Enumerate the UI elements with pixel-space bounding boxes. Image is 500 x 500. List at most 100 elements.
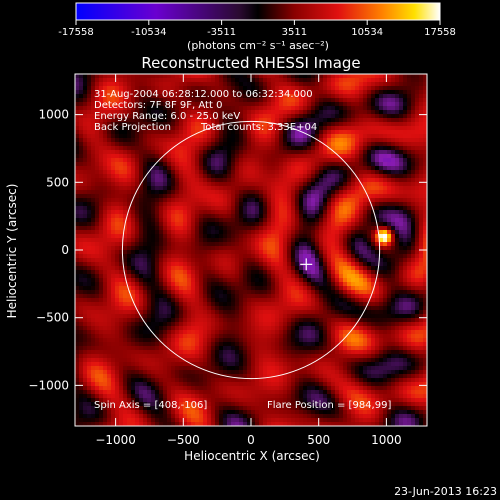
heatmap-cell bbox=[355, 254, 360, 259]
heatmap-cell bbox=[251, 182, 256, 187]
heatmap-cell bbox=[251, 82, 256, 87]
heatmap-cell bbox=[79, 110, 84, 115]
heatmap-cell bbox=[167, 214, 172, 219]
heatmap-cell bbox=[279, 162, 284, 167]
heatmap-cell bbox=[143, 178, 148, 183]
heatmap-cell bbox=[415, 150, 420, 155]
heatmap-cell bbox=[79, 186, 84, 191]
heatmap-cell bbox=[123, 214, 128, 219]
heatmap-cell bbox=[303, 78, 308, 83]
heatmap-cell bbox=[299, 190, 304, 195]
heatmap-cell bbox=[115, 190, 120, 195]
heatmap-cell bbox=[95, 102, 100, 107]
heatmap-cell bbox=[355, 82, 360, 87]
heatmap-cell bbox=[75, 74, 80, 79]
heatmap-cell bbox=[323, 94, 328, 99]
heatmap-cell bbox=[139, 170, 144, 175]
heatmap-cell bbox=[411, 178, 416, 183]
heatmap-cell bbox=[407, 178, 412, 183]
heatmap-cell bbox=[139, 242, 144, 247]
heatmap-cell bbox=[331, 190, 336, 195]
heatmap-cell bbox=[311, 222, 316, 227]
heatmap-cell bbox=[359, 194, 364, 199]
heatmap-cell bbox=[83, 278, 88, 283]
heatmap-cell bbox=[79, 130, 84, 135]
heatmap-cell bbox=[259, 246, 264, 251]
heatmap-cell bbox=[323, 98, 328, 103]
heatmap-cell bbox=[203, 118, 208, 123]
heatmap-cell bbox=[379, 130, 384, 135]
heatmap-cell bbox=[391, 238, 396, 243]
heatmap-cell bbox=[395, 278, 400, 283]
heatmap-cell bbox=[391, 242, 396, 247]
heatmap-cell bbox=[231, 154, 236, 159]
heatmap-cell bbox=[83, 174, 88, 179]
heatmap-cell bbox=[235, 282, 240, 287]
heatmap-cell bbox=[403, 178, 408, 183]
heatmap-cell bbox=[303, 90, 308, 95]
heatmap-cell bbox=[359, 278, 364, 283]
heatmap-cell bbox=[387, 262, 392, 267]
colorbar-ticks: -17558 -10534 -3511 3511 10534 17558 bbox=[58, 20, 456, 38]
heatmap-cell bbox=[135, 234, 140, 239]
heatmap-cell bbox=[343, 250, 348, 255]
heatmap-cell bbox=[423, 262, 427, 267]
heatmap-cell bbox=[419, 258, 424, 263]
heatmap-cell bbox=[183, 218, 188, 223]
heatmap-cell bbox=[383, 278, 388, 283]
heatmap-cell bbox=[91, 202, 96, 207]
heatmap-cell bbox=[283, 218, 288, 223]
heatmap-cell bbox=[375, 138, 380, 143]
heatmap-cell bbox=[343, 98, 348, 103]
heatmap-cell bbox=[231, 234, 236, 239]
heatmap-cell bbox=[75, 170, 80, 175]
heatmap-cell bbox=[235, 286, 240, 291]
heatmap-cell bbox=[423, 278, 427, 283]
heatmap-cell bbox=[219, 94, 224, 99]
heatmap-cell bbox=[215, 114, 220, 119]
heatmap-cell bbox=[279, 278, 284, 283]
heatmap-cell bbox=[143, 230, 148, 235]
heatmap-cell bbox=[123, 290, 128, 295]
heatmap-cell bbox=[195, 118, 200, 123]
heatmap-cell bbox=[167, 234, 172, 239]
heatmap-cell bbox=[283, 162, 288, 167]
heatmap-cell bbox=[319, 286, 324, 291]
heatmap-cell bbox=[307, 82, 312, 87]
heatmap-cell bbox=[107, 250, 112, 255]
colorbar-unit-label: (photons cm⁻² s⁻¹ asec⁻²) bbox=[187, 39, 329, 52]
heatmap-cell bbox=[267, 274, 272, 279]
heatmap-cell bbox=[155, 238, 160, 243]
heatmap-cell bbox=[155, 210, 160, 215]
heatmap-cell bbox=[151, 174, 156, 179]
heatmap-cell bbox=[279, 174, 284, 179]
heatmap-cell bbox=[75, 278, 80, 283]
heatmap-cell bbox=[351, 266, 356, 271]
heatmap-cell bbox=[371, 74, 376, 79]
heatmap-cell bbox=[399, 122, 404, 127]
heatmap-cell bbox=[275, 218, 280, 223]
heatmap-cell bbox=[75, 226, 80, 231]
heatmap-cell bbox=[143, 234, 148, 239]
heatmap-cell bbox=[423, 142, 427, 147]
heatmap-cell bbox=[179, 94, 184, 99]
heatmap-cell bbox=[179, 174, 184, 179]
heatmap-cell bbox=[407, 110, 412, 115]
heatmap-cell bbox=[419, 202, 424, 207]
heatmap-cell bbox=[207, 290, 212, 295]
heatmap-cell bbox=[107, 86, 112, 91]
heatmap-cell bbox=[151, 262, 156, 267]
heatmap-cell bbox=[155, 206, 160, 211]
heatmap-cell bbox=[255, 98, 260, 103]
heatmap-cell bbox=[355, 242, 360, 247]
heatmap-cell bbox=[375, 106, 380, 111]
heatmap-cell bbox=[79, 198, 84, 203]
heatmap-cell bbox=[407, 90, 412, 95]
heatmap-cell bbox=[403, 110, 408, 115]
heatmap-cell bbox=[207, 178, 212, 183]
heatmap-cell bbox=[355, 270, 360, 275]
heatmap-cell bbox=[107, 210, 112, 215]
heatmap-cell bbox=[259, 214, 264, 219]
heatmap-cell bbox=[199, 82, 204, 87]
heatmap-cell bbox=[299, 146, 304, 151]
